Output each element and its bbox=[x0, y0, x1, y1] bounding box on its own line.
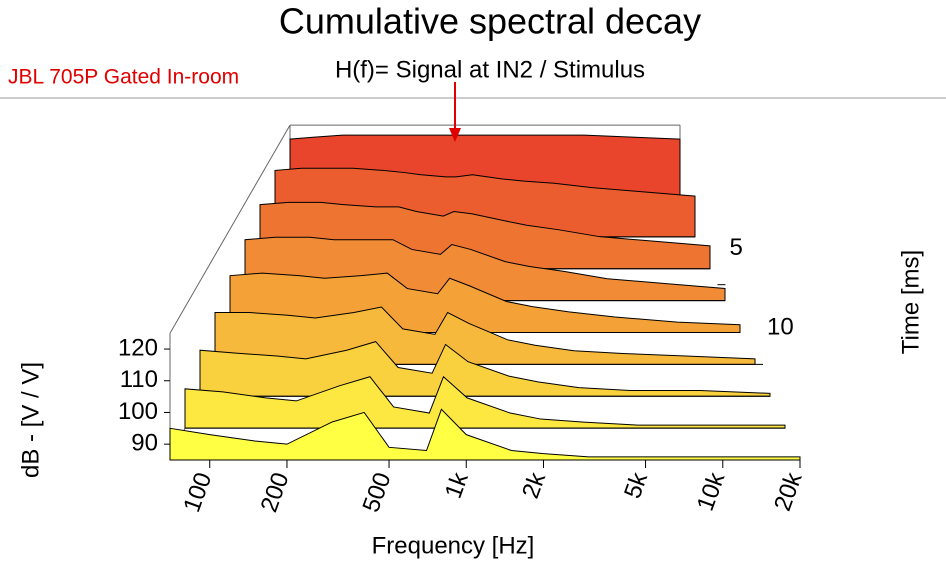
x-axis-label: Frequency [Hz] bbox=[372, 532, 535, 559]
x-tick-label: 20k bbox=[769, 468, 808, 515]
z-axis-label: Time [ms] bbox=[897, 250, 924, 354]
x-tick-label: 100 bbox=[178, 469, 217, 516]
y-axis-label: dB - [V / V] bbox=[17, 362, 44, 478]
y-tick-label: 110 bbox=[120, 366, 158, 393]
x-tick-label: 5k bbox=[619, 468, 653, 502]
x-tick-label: 500 bbox=[358, 469, 397, 516]
x-tick-label: 200 bbox=[255, 469, 294, 516]
decay-slice bbox=[169, 408, 801, 461]
plot-area: 90 100 110 120 100 200 500 1k 2k 5k 10k 20k 5 10 bbox=[118, 124, 808, 516]
annotation: JBL 705P Gated In-room bbox=[8, 66, 239, 89]
y-tick-label: 100 bbox=[118, 398, 158, 425]
y-tick-label: 90 bbox=[131, 429, 158, 456]
chart-subtitle: H(f)= Signal at IN2 / Stimulus bbox=[335, 56, 645, 83]
x-tick-label: 1k bbox=[440, 468, 474, 502]
arrow-head bbox=[449, 128, 461, 142]
x-tick-label: 2k bbox=[517, 468, 551, 502]
z-tick-label: 5 bbox=[730, 234, 743, 261]
z-tick-label: 10 bbox=[767, 314, 794, 341]
decay-slice bbox=[184, 375, 786, 429]
chart-title: Cumulative spectral decay bbox=[279, 1, 701, 42]
y-tick-label: 120 bbox=[118, 334, 158, 361]
frame-line bbox=[169, 124, 291, 334]
decay-slice bbox=[199, 341, 771, 397]
x-tick-label: 10k bbox=[692, 468, 731, 515]
